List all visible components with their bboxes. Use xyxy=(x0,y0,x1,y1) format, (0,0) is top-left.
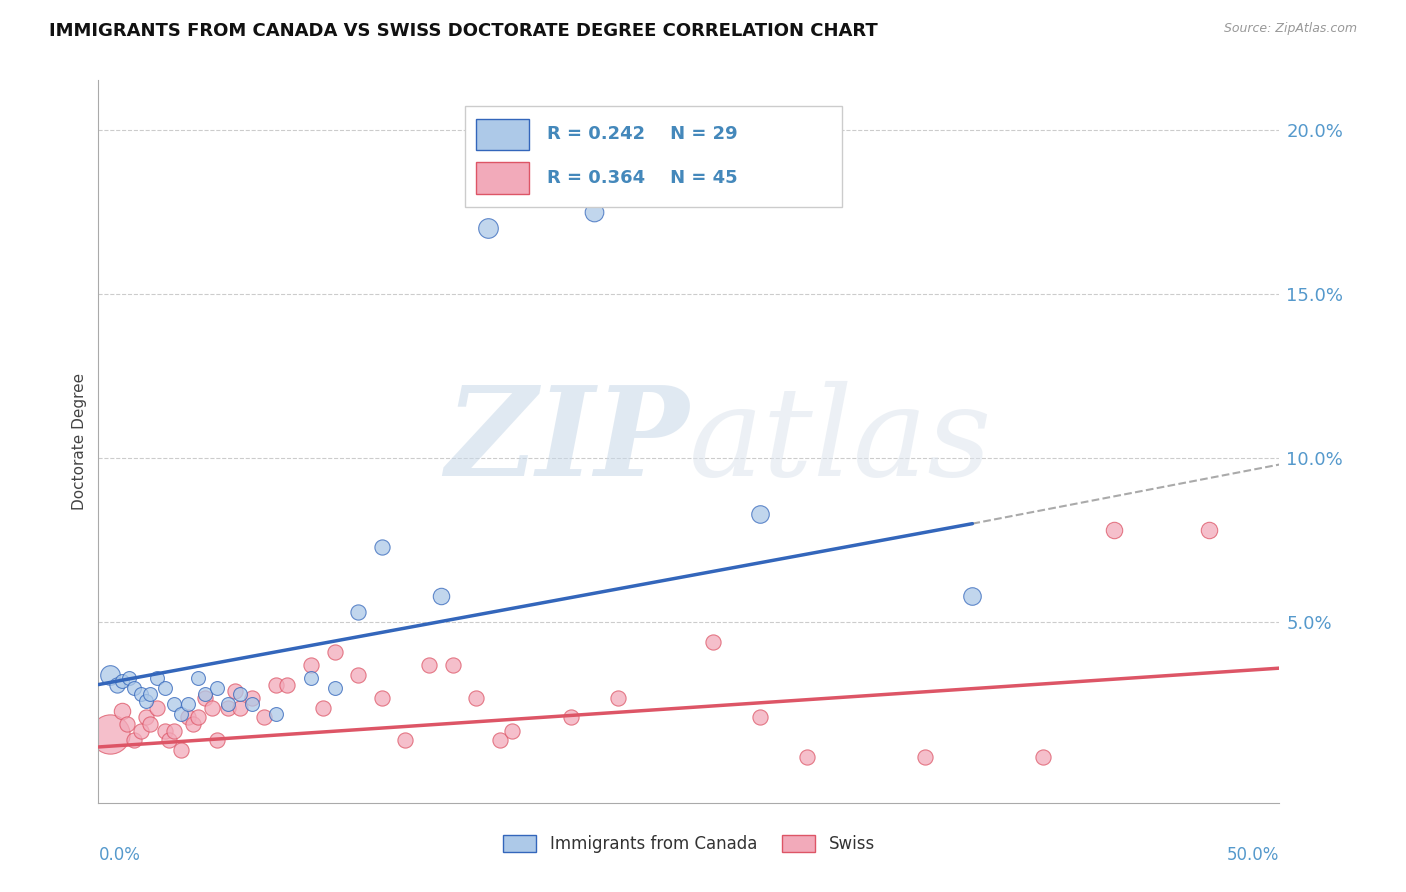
Point xyxy=(299,671,322,685)
Point xyxy=(122,733,145,747)
Point xyxy=(115,717,138,731)
Point xyxy=(962,589,984,603)
Point xyxy=(98,727,121,741)
Point xyxy=(312,700,335,714)
Point xyxy=(217,698,239,712)
Point xyxy=(122,681,145,695)
Point xyxy=(501,723,523,738)
Point xyxy=(129,723,152,738)
Point xyxy=(129,687,152,701)
Point xyxy=(146,700,169,714)
Point xyxy=(583,204,606,219)
Text: IMMIGRANTS FROM CANADA VS SWISS DOCTORATE DEGREE CORRELATION CHART: IMMIGRANTS FROM CANADA VS SWISS DOCTORAT… xyxy=(49,22,877,40)
Point xyxy=(170,743,193,757)
Point xyxy=(118,671,141,685)
Text: atlas: atlas xyxy=(689,381,993,502)
Point xyxy=(229,687,252,701)
Point xyxy=(135,694,157,708)
Point xyxy=(607,690,630,705)
Point xyxy=(240,698,263,712)
Point xyxy=(111,704,134,718)
Point xyxy=(276,677,298,691)
FancyBboxPatch shape xyxy=(477,119,530,151)
Point xyxy=(264,707,287,722)
Point xyxy=(205,681,228,695)
Point xyxy=(1198,523,1220,537)
Point xyxy=(264,677,287,691)
Point xyxy=(170,707,193,722)
Point xyxy=(430,589,453,603)
Y-axis label: Doctorate Degree: Doctorate Degree xyxy=(72,373,87,510)
Point xyxy=(796,749,818,764)
Point xyxy=(205,733,228,747)
Point xyxy=(187,671,209,685)
Point xyxy=(194,687,217,701)
Point xyxy=(153,681,176,695)
Point xyxy=(153,723,176,738)
Point xyxy=(98,667,121,681)
Point xyxy=(240,690,263,705)
Text: R = 0.364    N = 45: R = 0.364 N = 45 xyxy=(547,169,738,186)
Point xyxy=(394,733,416,747)
Point xyxy=(702,635,724,649)
Point xyxy=(1102,523,1125,537)
Text: ZIP: ZIP xyxy=(446,381,689,502)
Point xyxy=(111,674,134,689)
Point xyxy=(177,698,200,712)
FancyBboxPatch shape xyxy=(464,105,842,207)
Point xyxy=(201,700,224,714)
Point xyxy=(253,710,276,724)
Point xyxy=(418,657,440,672)
Point xyxy=(489,733,512,747)
Point xyxy=(229,700,252,714)
Point xyxy=(323,645,346,659)
Point xyxy=(163,698,186,712)
Point xyxy=(146,671,169,685)
Point xyxy=(371,540,394,554)
Point xyxy=(194,690,217,705)
Point xyxy=(157,733,180,747)
Legend: Immigrants from Canada, Swiss: Immigrants from Canada, Swiss xyxy=(496,828,882,860)
Point xyxy=(560,710,582,724)
Point xyxy=(299,657,322,672)
Point xyxy=(347,667,370,681)
Point xyxy=(371,690,394,705)
Point xyxy=(465,690,488,705)
Point xyxy=(105,677,128,691)
Point xyxy=(323,681,346,695)
Text: 50.0%: 50.0% xyxy=(1227,847,1279,864)
Point xyxy=(914,749,936,764)
Point xyxy=(139,717,162,731)
Point xyxy=(1032,749,1054,764)
FancyBboxPatch shape xyxy=(477,162,530,194)
Point xyxy=(748,507,770,521)
Point xyxy=(139,687,162,701)
Point xyxy=(441,657,464,672)
Text: Source: ZipAtlas.com: Source: ZipAtlas.com xyxy=(1223,22,1357,36)
Point xyxy=(135,710,157,724)
Point xyxy=(177,710,200,724)
Point xyxy=(163,723,186,738)
Point xyxy=(347,605,370,619)
Point xyxy=(748,710,770,724)
Point xyxy=(477,221,499,235)
Text: 0.0%: 0.0% xyxy=(98,847,141,864)
Point xyxy=(187,710,209,724)
Point xyxy=(224,684,246,698)
Text: R = 0.242    N = 29: R = 0.242 N = 29 xyxy=(547,126,738,144)
Point xyxy=(181,717,204,731)
Point xyxy=(217,700,239,714)
